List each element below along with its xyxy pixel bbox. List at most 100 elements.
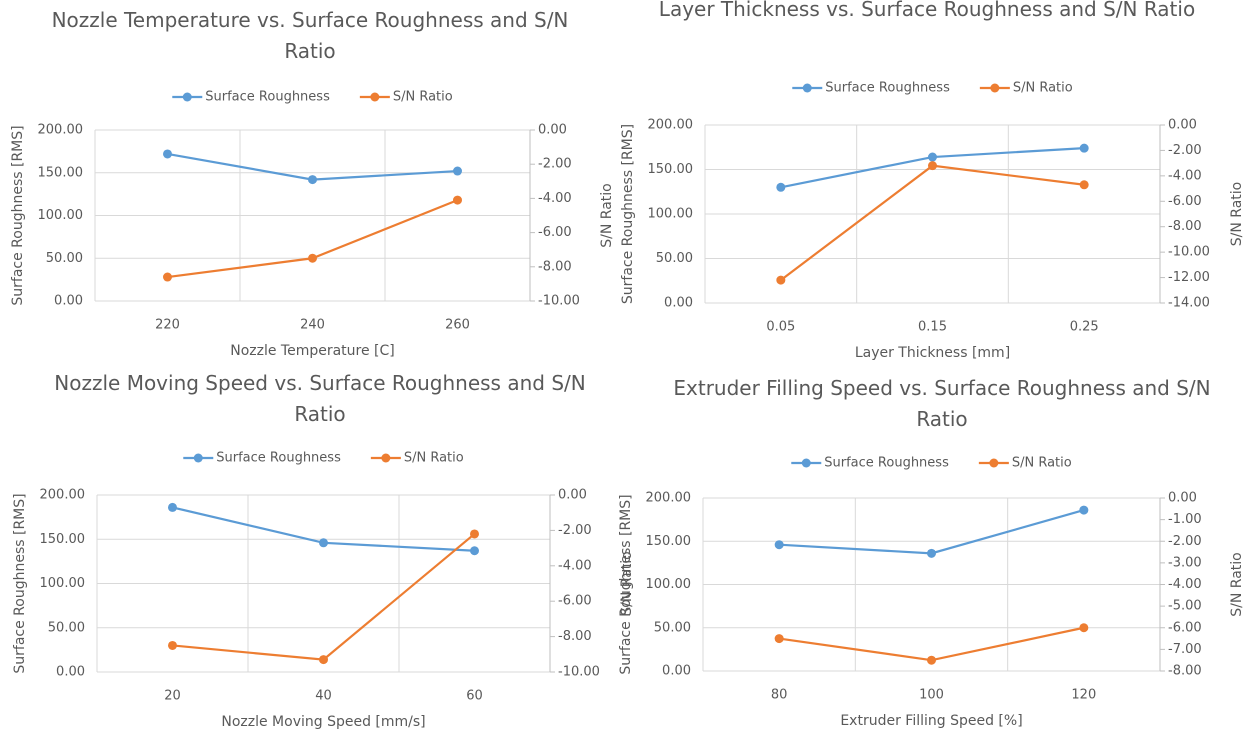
y2-tick-label: -5.00 — [1168, 599, 1202, 614]
y-tick-label: 200.00 — [648, 118, 694, 133]
y2-tick-label: -10.00 — [1168, 245, 1210, 260]
y2-tick-label: 0.00 — [558, 488, 587, 503]
y2-tick-label: -2.00 — [558, 523, 592, 538]
marker — [928, 161, 937, 171]
y-tick-label: 150.00 — [40, 532, 86, 547]
y2-tick-label: -8.00 — [1168, 219, 1202, 234]
legend-marker — [381, 453, 391, 463]
y-tick-label: 0.00 — [54, 294, 83, 309]
x-tick-label: 0.25 — [1070, 320, 1099, 335]
y-tick-label: 0.00 — [662, 664, 691, 679]
y-tick-label: 100.00 — [646, 577, 692, 592]
x-axis-title: Layer Thickness [mm] — [855, 345, 1010, 361]
y-axis-title: Surface Roughness [RMS] — [620, 124, 636, 304]
marker — [927, 548, 936, 558]
y-axis-title: Surface Roughness [RMS] — [10, 125, 26, 305]
y2-tick-label: 0.00 — [1168, 118, 1197, 133]
y-tick-label: 200.00 — [40, 488, 86, 503]
marker — [1079, 180, 1089, 190]
y2-tick-label: -4.00 — [558, 558, 592, 573]
x-tick-label: 40 — [315, 689, 332, 704]
marker — [163, 272, 172, 282]
y2-tick-label: 0.00 — [538, 123, 567, 138]
y2-tick-label: -12.00 — [1168, 270, 1210, 285]
y-tick-label: 100.00 — [38, 208, 84, 223]
chart-title: Nozzle Moving Speed vs. Surface Roughnes… — [54, 371, 586, 426]
y-tick-label: 0.00 — [664, 296, 693, 311]
y2-axis-title: S/N Ratio — [619, 551, 635, 615]
y2-tick-label: -2.00 — [538, 157, 572, 172]
y2-tick-label: -10.00 — [558, 665, 600, 680]
y-tick-label: 200.00 — [646, 491, 692, 506]
marker — [1079, 623, 1089, 633]
legend-label: Surface Roughness — [216, 451, 341, 466]
y-tick-label: 100.00 — [648, 207, 694, 222]
legend-label: S/N Ratio — [1013, 81, 1073, 96]
marker — [453, 195, 462, 205]
x-tick-label: 20 — [164, 689, 181, 704]
y2-tick-label: -4.00 — [1168, 168, 1202, 183]
y2-tick-label: -8.00 — [1168, 664, 1202, 679]
y2-axis-title: S/N Ratio — [599, 183, 615, 247]
line — [167, 199, 458, 279]
marker — [470, 529, 479, 539]
y2-tick-label: -6.00 — [1168, 620, 1202, 635]
legend-marker — [370, 92, 380, 102]
y2-tick-label: -2.00 — [1168, 534, 1202, 549]
marker — [163, 149, 172, 159]
y2-tick-label: -6.00 — [558, 594, 592, 609]
marker — [774, 634, 784, 644]
line — [780, 164, 1085, 281]
legend-marker — [801, 458, 811, 468]
y2-axis-title: S/N Ratio — [1229, 182, 1245, 246]
y2-tick-label: -14.00 — [1168, 296, 1210, 311]
x-axis-title: Nozzle Temperature [C] — [230, 343, 395, 359]
line — [779, 509, 1085, 555]
legend-label: Surface Roughness — [825, 81, 950, 96]
legend-label: S/N Ratio — [404, 451, 464, 466]
y-tick-label: 50.00 — [656, 251, 693, 266]
y2-tick-label: -10.00 — [538, 294, 580, 309]
marker — [168, 502, 177, 512]
chart-title: Extruder Filling Speed vs. Surface Rough… — [673, 376, 1211, 431]
y2-tick-label: -7.00 — [1168, 642, 1202, 657]
legend-label: S/N Ratio — [1012, 456, 1072, 471]
marker — [308, 175, 317, 185]
y2-tick-label: -4.00 — [538, 191, 572, 206]
line — [172, 533, 476, 661]
marker — [470, 546, 479, 556]
x-axis-title: Nozzle Moving Speed [mm/s] — [221, 714, 425, 730]
chart-title: Layer Thickness vs. Surface Roughness an… — [658, 0, 1196, 21]
x-tick-label: 260 — [445, 318, 470, 333]
x-tick-label: 80 — [771, 688, 788, 703]
y2-tick-label: -6.00 — [1168, 194, 1202, 209]
legend-marker — [193, 453, 203, 463]
x-tick-label: 220 — [155, 318, 180, 333]
marker — [1079, 143, 1089, 153]
y2-tick-label: 0.00 — [1168, 491, 1197, 506]
marker — [927, 655, 936, 665]
y-tick-label: 150.00 — [648, 162, 694, 177]
y2-tick-label: -4.00 — [1168, 577, 1202, 592]
legend-marker — [182, 92, 192, 102]
y2-tick-label: -3.00 — [1168, 555, 1202, 570]
marker — [319, 538, 328, 548]
marker — [168, 640, 177, 650]
y2-tick-label: -8.00 — [558, 629, 592, 644]
x-tick-label: 120 — [1071, 688, 1096, 703]
legend-label: Surface Roughness — [205, 90, 330, 105]
chart-title: Nozzle Temperature vs. Surface Roughness… — [51, 8, 569, 63]
legend-marker — [989, 458, 999, 468]
x-tick-label: 0.05 — [766, 320, 795, 335]
marker — [319, 655, 328, 665]
y2-tick-label: -8.00 — [538, 259, 572, 274]
legend-label: Surface Roughness — [824, 456, 949, 471]
y-tick-label: 200.00 — [38, 123, 84, 138]
x-tick-label: 0.15 — [918, 320, 947, 335]
x-axis-title: Extruder Filling Speed [%] — [840, 713, 1022, 729]
marker — [1079, 505, 1089, 515]
y-tick-label: 50.00 — [46, 251, 83, 266]
x-tick-label: 100 — [919, 688, 944, 703]
x-tick-label: 60 — [466, 689, 483, 704]
y2-axis-title: S/N Ratio — [1229, 552, 1245, 616]
